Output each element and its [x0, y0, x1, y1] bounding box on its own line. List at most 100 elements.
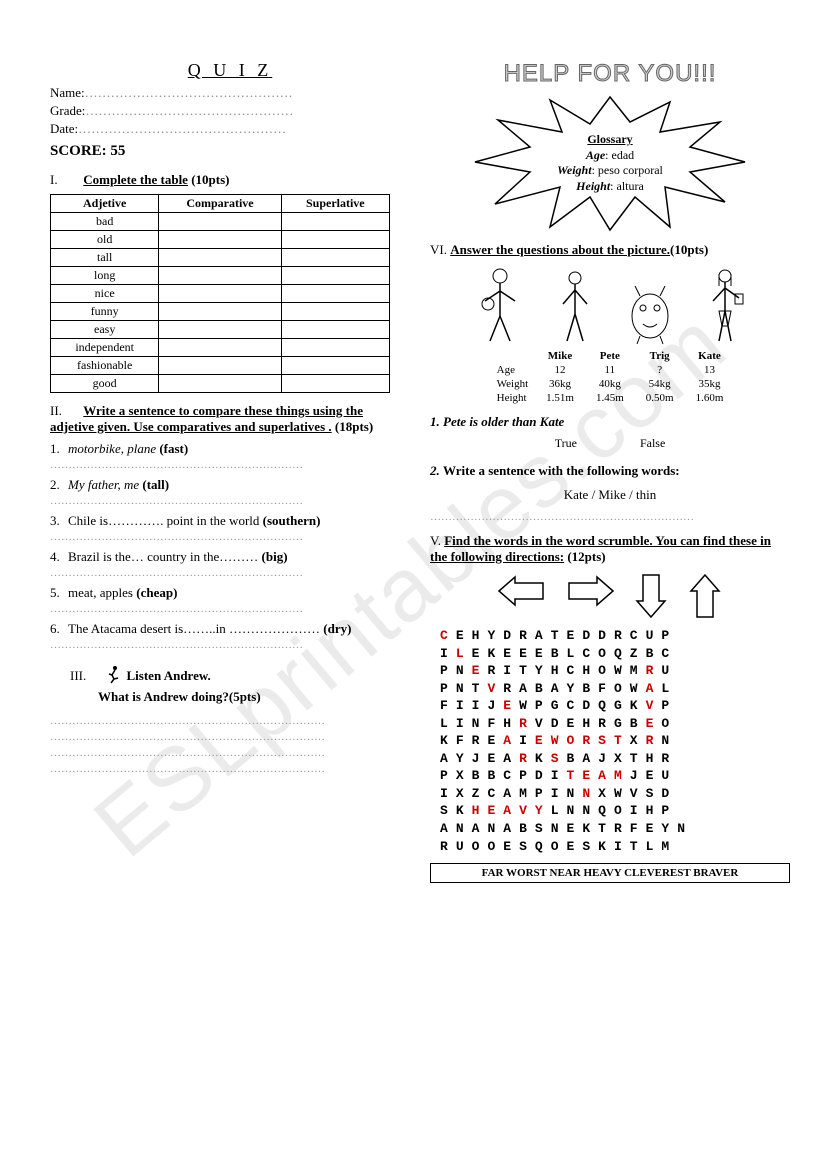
s1-roman: I.: [50, 172, 80, 188]
ws-cell: E: [487, 733, 503, 748]
sup-cell[interactable]: [281, 375, 389, 393]
table-row: bad: [51, 213, 390, 231]
comp-cell[interactable]: [159, 213, 281, 231]
sup-cell[interactable]: [281, 213, 389, 231]
s3-ans2[interactable]: …………………………………………………………………: [50, 731, 410, 743]
char-name: Trig: [636, 350, 684, 362]
answer-line[interactable]: ……………………………………………………………: [50, 567, 410, 579]
char-value: 1.60m: [686, 392, 734, 404]
ws-cell: D: [551, 716, 567, 731]
ws-cell: S: [646, 786, 662, 801]
ws-cell: T: [630, 839, 646, 854]
ws-cell: E: [472, 663, 488, 678]
char-value: 12: [536, 364, 584, 376]
answer-line[interactable]: ……………………………………………………………: [50, 639, 410, 651]
glossary-content: Glossary Age: edadWeight: peso corporalH…: [470, 132, 750, 194]
ws-cell: P: [661, 698, 677, 713]
answer-line[interactable]: ……………………………………………………………: [50, 495, 410, 507]
ws-cell: R: [614, 628, 630, 643]
ws-cell: O: [472, 839, 488, 854]
true-option[interactable]: True: [555, 436, 577, 450]
sup-cell[interactable]: [281, 303, 389, 321]
comp-cell[interactable]: [159, 267, 281, 285]
s3-ans1[interactable]: …………………………………………………………………: [50, 715, 410, 727]
ws-cell: D: [661, 786, 677, 801]
ws-cell: J: [598, 751, 614, 766]
ws-cell: N: [472, 716, 488, 731]
ws-cell: M: [630, 663, 646, 678]
q2-ans[interactable]: ………………………………………………………………: [430, 511, 790, 523]
ws-cell: I: [551, 768, 567, 783]
ws-cell: B: [551, 646, 567, 661]
ws-cell: P: [440, 681, 456, 696]
ws-cell: L: [551, 803, 567, 818]
adj-cell: nice: [51, 285, 159, 303]
q1-num: 1.: [430, 414, 440, 429]
adj-cell: good: [51, 375, 159, 393]
comp-cell[interactable]: [159, 303, 281, 321]
q2-num: 2.: [430, 463, 440, 478]
char-value: 1.45m: [586, 392, 634, 404]
char-row-label: Age: [487, 364, 535, 376]
ws-cell: L: [646, 839, 662, 854]
s3-ans4[interactable]: …………………………………………………………………: [50, 763, 410, 775]
ws-cell: H: [646, 751, 662, 766]
answer-line[interactable]: ……………………………………………………………: [50, 531, 410, 543]
ws-cell: I: [614, 839, 630, 854]
s3-line2: What is Andrew doing?(5pts): [98, 689, 261, 704]
ws-cell: E: [646, 716, 662, 731]
ws-cell: G: [551, 698, 567, 713]
false-option[interactable]: False: [640, 436, 665, 450]
answer-line[interactable]: ……………………………………………………………: [50, 603, 410, 615]
s3-ans3[interactable]: …………………………………………………………………: [50, 747, 410, 759]
ws-cell: P: [661, 628, 677, 643]
sup-cell[interactable]: [281, 321, 389, 339]
s6-pts: (10pts): [670, 242, 708, 257]
comp-cell[interactable]: [159, 321, 281, 339]
ws-cell: H: [551, 663, 567, 678]
ws-cell: R: [487, 663, 503, 678]
ws-cell: O: [614, 803, 630, 818]
ws-cell: O: [598, 663, 614, 678]
ws-cell: B: [472, 768, 488, 783]
comp-cell[interactable]: [159, 249, 281, 267]
ws-cell: N: [456, 681, 472, 696]
comp-cell[interactable]: [159, 357, 281, 375]
date-field[interactable]: Date:…………………………………………: [50, 121, 410, 137]
sup-cell[interactable]: [281, 249, 389, 267]
ws-cell: V: [519, 803, 535, 818]
ws-cell: O: [598, 646, 614, 661]
char-value: 11: [586, 364, 634, 376]
ws-cell: Y: [487, 628, 503, 643]
question-item: 1.motorbike, plane (fast): [50, 441, 410, 457]
ws-cell: E: [582, 768, 598, 783]
char-value: 0.50m: [636, 392, 684, 404]
comp-cell[interactable]: [159, 339, 281, 357]
ws-cell: Q: [535, 839, 551, 854]
sup-cell[interactable]: [281, 285, 389, 303]
sup-cell[interactable]: [281, 339, 389, 357]
comp-cell[interactable]: [159, 375, 281, 393]
sup-cell[interactable]: [281, 231, 389, 249]
sup-cell[interactable]: [281, 267, 389, 285]
table-row: tall: [51, 249, 390, 267]
comp-cell[interactable]: [159, 285, 281, 303]
ws-cell: N: [567, 786, 583, 801]
ws-cell: A: [440, 821, 456, 836]
sup-cell[interactable]: [281, 357, 389, 375]
ws-cell: Y: [661, 821, 677, 836]
ws-cell: F: [456, 733, 472, 748]
name-field[interactable]: Name:…………………………………………: [50, 85, 410, 101]
answer-line[interactable]: ……………………………………………………………: [50, 459, 410, 471]
ws-cell: B: [535, 681, 551, 696]
ws-cell: R: [503, 681, 519, 696]
ws-cell: H: [646, 803, 662, 818]
comp-cell[interactable]: [159, 231, 281, 249]
ws-cell: S: [551, 751, 567, 766]
ws-cell: E: [487, 803, 503, 818]
section2-header: II. Write a sentence to compare these th…: [50, 403, 410, 435]
s6-roman: VI.: [430, 242, 447, 257]
adj-col: Superlative: [281, 195, 389, 213]
question-item: 4.Brazil is the… country in the……… (big): [50, 549, 410, 565]
grade-field[interactable]: Grade:…………………………………………: [50, 103, 410, 119]
